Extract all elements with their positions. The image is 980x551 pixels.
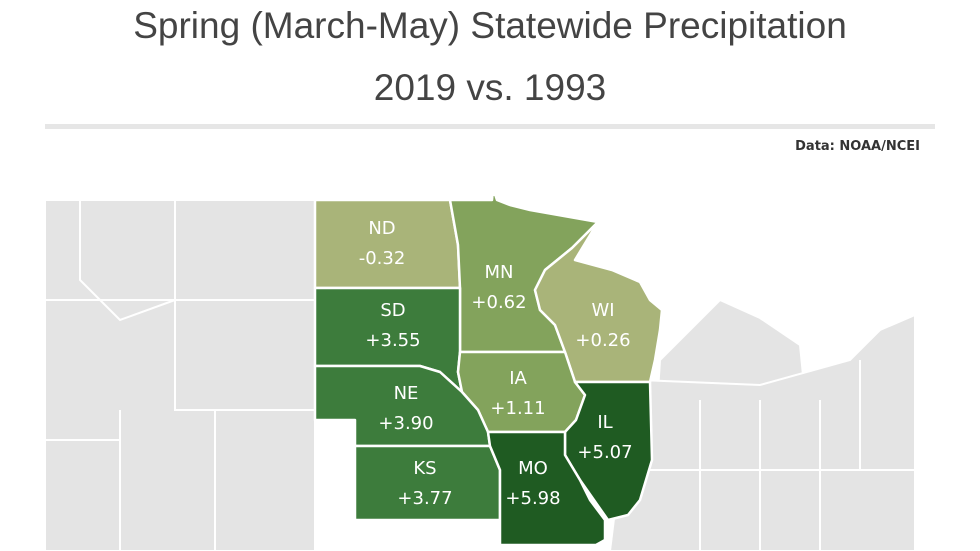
label-mn-value: +0.62 (471, 292, 526, 313)
label-ks-abbr: KS (413, 458, 436, 479)
label-il-value: +5.07 (577, 442, 632, 463)
label-il-abbr: IL (597, 412, 612, 433)
map-subtitle: 2019 vs. 1993 (373, 67, 607, 108)
label-mo-value: +5.98 (505, 488, 560, 509)
label-nd-value: -0.32 (359, 248, 406, 269)
label-ks-value: +3.77 (397, 488, 452, 509)
background-borders (45, 200, 915, 551)
label-sd-abbr: SD (380, 300, 405, 321)
label-ne-abbr: NE (394, 383, 419, 404)
label-ia-value: +1.11 (490, 398, 545, 419)
state-il (563, 380, 654, 522)
label-wi-value: +0.26 (575, 330, 630, 351)
title-divider (45, 124, 935, 129)
precipitation-map: ND -0.32 MN +0.62 WI +0.26 SD +3.55 IA +… (45, 196, 916, 551)
data-source: Data: NOAA/NCEI (795, 139, 920, 154)
background-states (45, 199, 916, 551)
state-mo (486, 430, 607, 547)
label-sd-value: +3.55 (365, 330, 420, 351)
label-mn-abbr: MN (485, 262, 514, 283)
label-ne-value: +3.90 (378, 413, 433, 434)
state-labels: ND -0.32 MN +0.62 WI +0.26 SD +3.55 IA +… (359, 218, 633, 509)
background-west (45, 199, 316, 551)
label-ia-abbr: IA (509, 368, 527, 389)
state-nd (313, 198, 462, 290)
map-title: Spring (March-May) Statewide Precipitati… (133, 5, 847, 46)
label-mo-abbr: MO (518, 458, 548, 479)
label-nd-abbr: ND (368, 218, 395, 239)
label-wi-abbr: WI (591, 300, 614, 321)
